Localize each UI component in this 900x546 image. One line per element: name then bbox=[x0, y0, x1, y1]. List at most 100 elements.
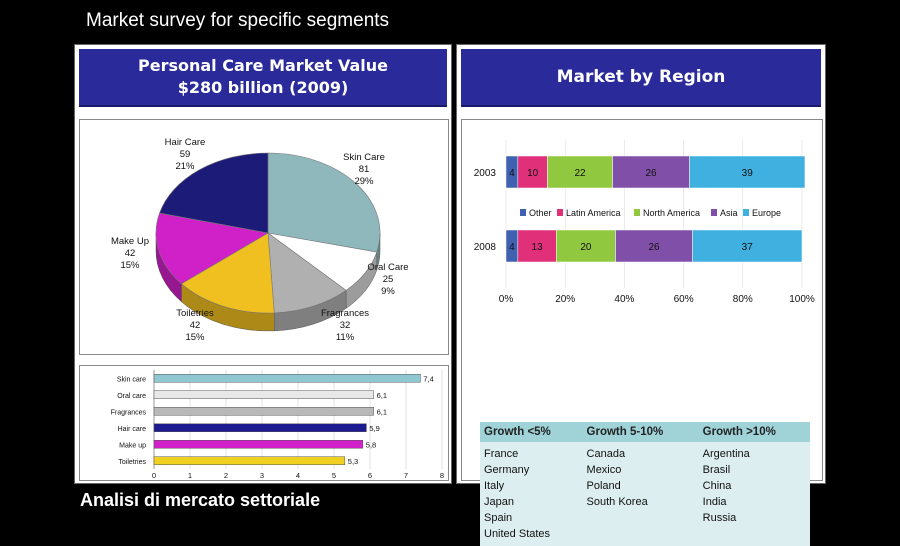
pie-slice-hair-care bbox=[159, 152, 269, 234]
x-tick-label: 3 bbox=[260, 471, 264, 480]
category-label: Make up bbox=[119, 442, 146, 449]
value-label: 5,8 bbox=[366, 440, 376, 449]
country-item: France bbox=[484, 448, 519, 460]
country-item: Italy bbox=[484, 480, 505, 492]
legend-label: Other bbox=[529, 208, 552, 218]
bar-oral-care bbox=[153, 390, 374, 399]
segment-value-label: 13 bbox=[532, 242, 544, 253]
country-item: India bbox=[702, 496, 727, 508]
legend-swatch bbox=[743, 209, 749, 216]
banner-title-line2: $280 billion (2009) bbox=[177, 78, 349, 97]
legend-swatch bbox=[634, 209, 640, 216]
country-item: United States bbox=[484, 528, 551, 540]
growth-col-high: Argentina Brasil China India Russia bbox=[698, 442, 810, 546]
segment-europe bbox=[692, 229, 803, 263]
x-tick-label: 100% bbox=[789, 294, 815, 305]
growth-table: Growth <5% Growth 5-10% Growth >10% Fran… bbox=[480, 422, 810, 546]
country-item: Canada bbox=[586, 448, 626, 460]
legend-label: Latin America bbox=[566, 208, 621, 218]
growth-header-low: Growth <5% bbox=[480, 422, 583, 442]
region-banner-title: Market by Region bbox=[556, 67, 726, 87]
personal-care-panel: Personal Care Market Value $280 billion … bbox=[74, 44, 452, 484]
x-tick-label: 5 bbox=[332, 471, 336, 480]
category-label: Toiletries bbox=[118, 459, 146, 466]
segment-value-label: 4 bbox=[509, 242, 515, 253]
segment-north-america bbox=[547, 155, 613, 189]
banner-title-line1: Personal Care Market Value bbox=[138, 56, 388, 75]
segment-value-label: 22 bbox=[574, 168, 586, 179]
x-tick-label: 20% bbox=[555, 294, 575, 305]
pie-label-name: Toiletries bbox=[176, 308, 214, 319]
region-stacked-bar-chart: 0% 20% 40% 60% 80% 100% 2003 4 10 22 26 39 2008 4 13 20… bbox=[474, 140, 815, 305]
legend-swatch bbox=[711, 209, 717, 216]
country-item: Japan bbox=[484, 496, 514, 508]
country-item: China bbox=[702, 480, 732, 492]
segment-value-label: 39 bbox=[742, 168, 754, 179]
pie-label-name: Skin Care bbox=[343, 152, 385, 163]
country-item: Russia bbox=[702, 512, 737, 524]
pie-chart-box: Skin Care 81 29% Oral Care 25 9% Fragrances 32 1… bbox=[79, 119, 449, 355]
pie-label-percent: 29% bbox=[354, 176, 374, 187]
bar-fragrances bbox=[153, 407, 374, 416]
page-title: Market survey for specific segments bbox=[86, 10, 390, 31]
pie-slice-make-up bbox=[155, 212, 269, 285]
pie-label-percent: 9% bbox=[381, 286, 395, 297]
legend-label: North America bbox=[643, 208, 700, 218]
x-tick-label: 8 bbox=[440, 471, 444, 480]
country-item: South Korea bbox=[586, 496, 648, 508]
value-label: 5,3 bbox=[348, 457, 358, 466]
pie-label-value: 59 bbox=[180, 149, 191, 160]
country-item: Spain bbox=[484, 512, 513, 524]
segment-value-label: 37 bbox=[742, 242, 754, 253]
year-label: 2003 bbox=[474, 168, 497, 179]
category-label: Skin care bbox=[117, 376, 146, 383]
value-label: 6,1 bbox=[377, 391, 387, 400]
year-label: 2008 bbox=[474, 242, 497, 253]
pie-slice-toiletries bbox=[180, 232, 275, 314]
pie-label-value: 42 bbox=[125, 248, 136, 259]
x-tick-label: 80% bbox=[733, 294, 753, 305]
segment-value-label: 10 bbox=[527, 168, 539, 179]
x-tick-label: 40% bbox=[614, 294, 634, 305]
x-tick-label: 60% bbox=[674, 294, 694, 305]
x-tick-label: 2 bbox=[224, 471, 228, 480]
pie-label-name: Oral Care bbox=[367, 262, 408, 273]
pie-label-value: 81 bbox=[359, 164, 370, 175]
bar-toiletries bbox=[153, 456, 346, 465]
segment-europe bbox=[689, 155, 806, 189]
value-label: 7,4 bbox=[423, 374, 433, 383]
legend-swatch bbox=[520, 209, 526, 216]
pie-slice-skin-care bbox=[267, 152, 381, 253]
bar-skin-care bbox=[153, 374, 421, 383]
x-tick-label: 7 bbox=[404, 471, 408, 480]
category-label: Hair care bbox=[118, 426, 147, 433]
pie-label-percent: 21% bbox=[175, 161, 195, 172]
pie-label-percent: 15% bbox=[185, 332, 205, 343]
x-tick-label: 6 bbox=[368, 471, 372, 480]
bar-make-up bbox=[153, 440, 364, 449]
segment-asia bbox=[615, 229, 693, 263]
country-item: Argentina bbox=[702, 448, 750, 460]
country-item: Brasil bbox=[702, 464, 731, 476]
footer-title: Analisi di mercato settoriale bbox=[80, 490, 321, 510]
region-panel: Market by Region 0% 20% 40% 60% 80% 100% 2003 4… bbox=[456, 44, 826, 546]
segment-north-america bbox=[556, 229, 616, 263]
pie-label-value: 25 bbox=[383, 274, 394, 285]
pie-label-percent: 15% bbox=[120, 260, 140, 271]
pie-label-value: 42 bbox=[190, 320, 201, 331]
legend-label: Europe bbox=[752, 208, 781, 218]
segment-value-label: 26 bbox=[648, 242, 660, 253]
value-label: 6,1 bbox=[377, 407, 387, 416]
x-tick-label: 1 bbox=[188, 471, 192, 480]
segment-value-label: 20 bbox=[580, 242, 592, 253]
pie-slice-fragrances bbox=[267, 232, 347, 314]
segment-bar-chart: 0 1 2 3 4 5 6 7 8 Skin care 7,4 Oral care 6,1 Fragran… bbox=[111, 370, 444, 480]
region-chart-box: 0% 20% 40% 60% 80% 100% 2003 4 10 22 26 39 2008 4 13 20… bbox=[461, 119, 823, 546]
country-item: Germany bbox=[484, 464, 530, 476]
personal-care-banner: Personal Care Market Value $280 billion … bbox=[79, 49, 447, 107]
growth-header-high: Growth >10% bbox=[698, 422, 810, 442]
growth-col-low: France Germany Italy Japan Spain United … bbox=[480, 442, 583, 546]
category-label: Oral care bbox=[117, 393, 146, 400]
legend-label: Asia bbox=[720, 208, 738, 218]
